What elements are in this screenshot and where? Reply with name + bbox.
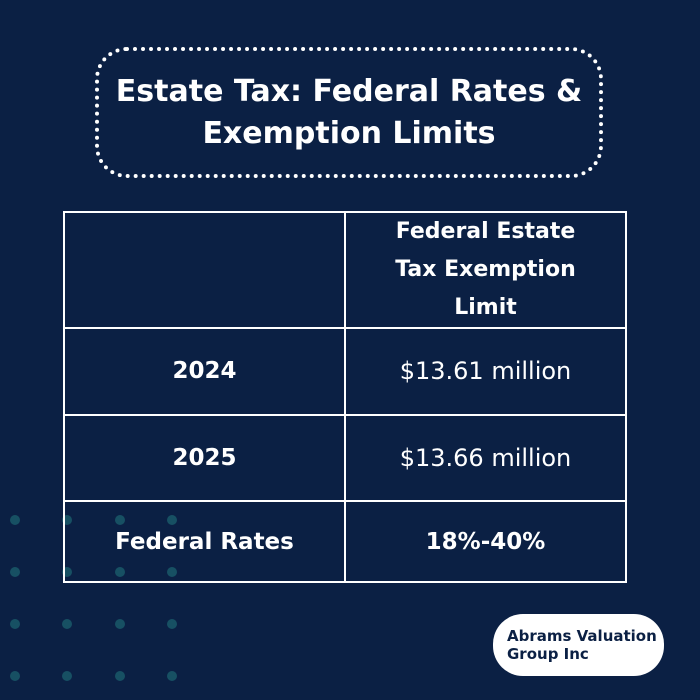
title: Estate Tax: Federal Rates & xyxy=(115,73,583,109)
table-row: 2025 $13.66 million xyxy=(63,413,627,503)
row-label: Federal Rates xyxy=(63,500,346,583)
table-row: Federal Rates 18%-40% xyxy=(63,500,627,583)
table: Federal Estate Tax Exemption Limit 2024 $… xyxy=(63,211,627,583)
title-box: Estate Tax: Federal Rates & Exemption Li… xyxy=(95,47,603,178)
row-value: $13.66 million xyxy=(344,413,627,503)
row-label: 2025 xyxy=(63,413,346,503)
logo: Abrams Valuation Group Inc xyxy=(493,614,664,676)
row-value: 18%-40% xyxy=(344,500,627,583)
table-body: Federal Estate Tax Exemption Limit 2024 $… xyxy=(63,211,627,583)
table-row: 2024 $13.61 million xyxy=(63,327,627,416)
row-value: $13.61 million xyxy=(344,327,627,416)
title: Exemption Limits xyxy=(202,115,496,151)
header-row: Federal Estate Tax Exemption Limit xyxy=(63,211,627,329)
header-cell: Federal Estate Tax Exemption Limit xyxy=(344,211,627,329)
empty-cell xyxy=(63,211,346,329)
row-label: 2024 xyxy=(63,327,346,416)
